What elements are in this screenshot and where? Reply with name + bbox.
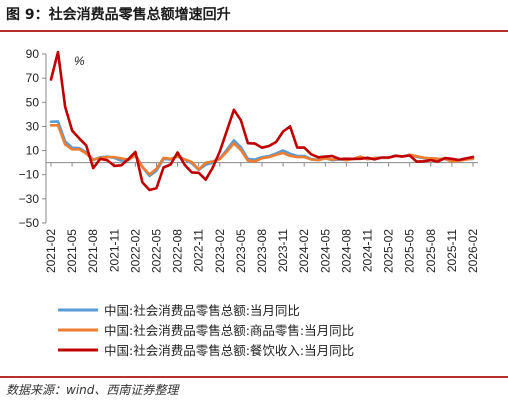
- y-tick-label: −30: [19, 192, 40, 206]
- legend-label-1: 中国:社会消费品零售总额:当月同比: [104, 303, 300, 318]
- chart-axes: [45, 54, 478, 223]
- x-tick-label: 2023-05: [234, 229, 248, 273]
- series-line-3: [49, 50, 475, 192]
- y-tick-label: 50: [26, 95, 40, 109]
- y-tick-label: 10: [26, 144, 40, 158]
- legend-label-2: 中国:社会消费品零售总额:商品零售:当月同比: [104, 323, 354, 338]
- x-tick-label: 2021-08: [86, 229, 100, 273]
- x-tick-label: 2024-02: [297, 229, 311, 273]
- source-note: 数据来源：wind、西南证券整理: [6, 383, 179, 397]
- y-tick-label: 90: [26, 47, 40, 61]
- y-tick-label: 70: [26, 71, 40, 85]
- x-tick-label: 2024-05: [318, 229, 332, 273]
- chart-legend: 中国:社会消费品零售总额:当月同比中国:社会消费品零售总额:商品零售:当月同比中…: [58, 303, 354, 358]
- x-tick-label: 2023-11: [276, 229, 290, 272]
- x-tick-label: 2023-08: [255, 229, 269, 273]
- y-tick-label: −10: [19, 168, 40, 182]
- x-tick-label: 2023-02: [213, 229, 227, 273]
- y-unit-label: %: [74, 54, 85, 68]
- x-tick-label: 2021-02: [44, 229, 58, 273]
- x-tick-label: 2025-05: [403, 229, 417, 273]
- x-tick-label: 2026-02: [466, 229, 480, 273]
- x-tick-label: 2022-05: [150, 229, 164, 273]
- x-tick-label: 2025-11: [445, 229, 459, 272]
- y-axis-ticks: −50 −30 −10 10 30 50 70 90: [19, 47, 46, 230]
- x-tick-label: 2022-11: [192, 229, 206, 272]
- x-tick-label: 2022-08: [171, 229, 185, 273]
- x-tick-label: 2021-05: [65, 229, 79, 273]
- x-tick-label: 2024-08: [339, 229, 353, 273]
- x-tick-label: 2025-08: [424, 229, 438, 273]
- y-tick-label: 30: [26, 119, 40, 133]
- legend-label-3: 中国:社会消费品零售总额:餐饮收入:当月同比: [104, 343, 354, 358]
- x-tick-label: 2025-02: [382, 229, 396, 273]
- x-axis-ticks: 2021-02 2021-05 2021-08 2021-11 2022-02 2022-…: [44, 162, 480, 273]
- x-tick-label: 2024-11: [361, 229, 375, 272]
- y-tick-label: −50: [19, 216, 40, 230]
- x-tick-label: 2021-11: [107, 229, 121, 272]
- title-divider: [0, 30, 508, 32]
- figure-title: 图 9：社会消费品零售总额增速回升: [6, 7, 231, 23]
- series-lines: [49, 50, 475, 192]
- source-divider: [0, 376, 508, 378]
- x-tick-label: 2022-02: [128, 229, 142, 273]
